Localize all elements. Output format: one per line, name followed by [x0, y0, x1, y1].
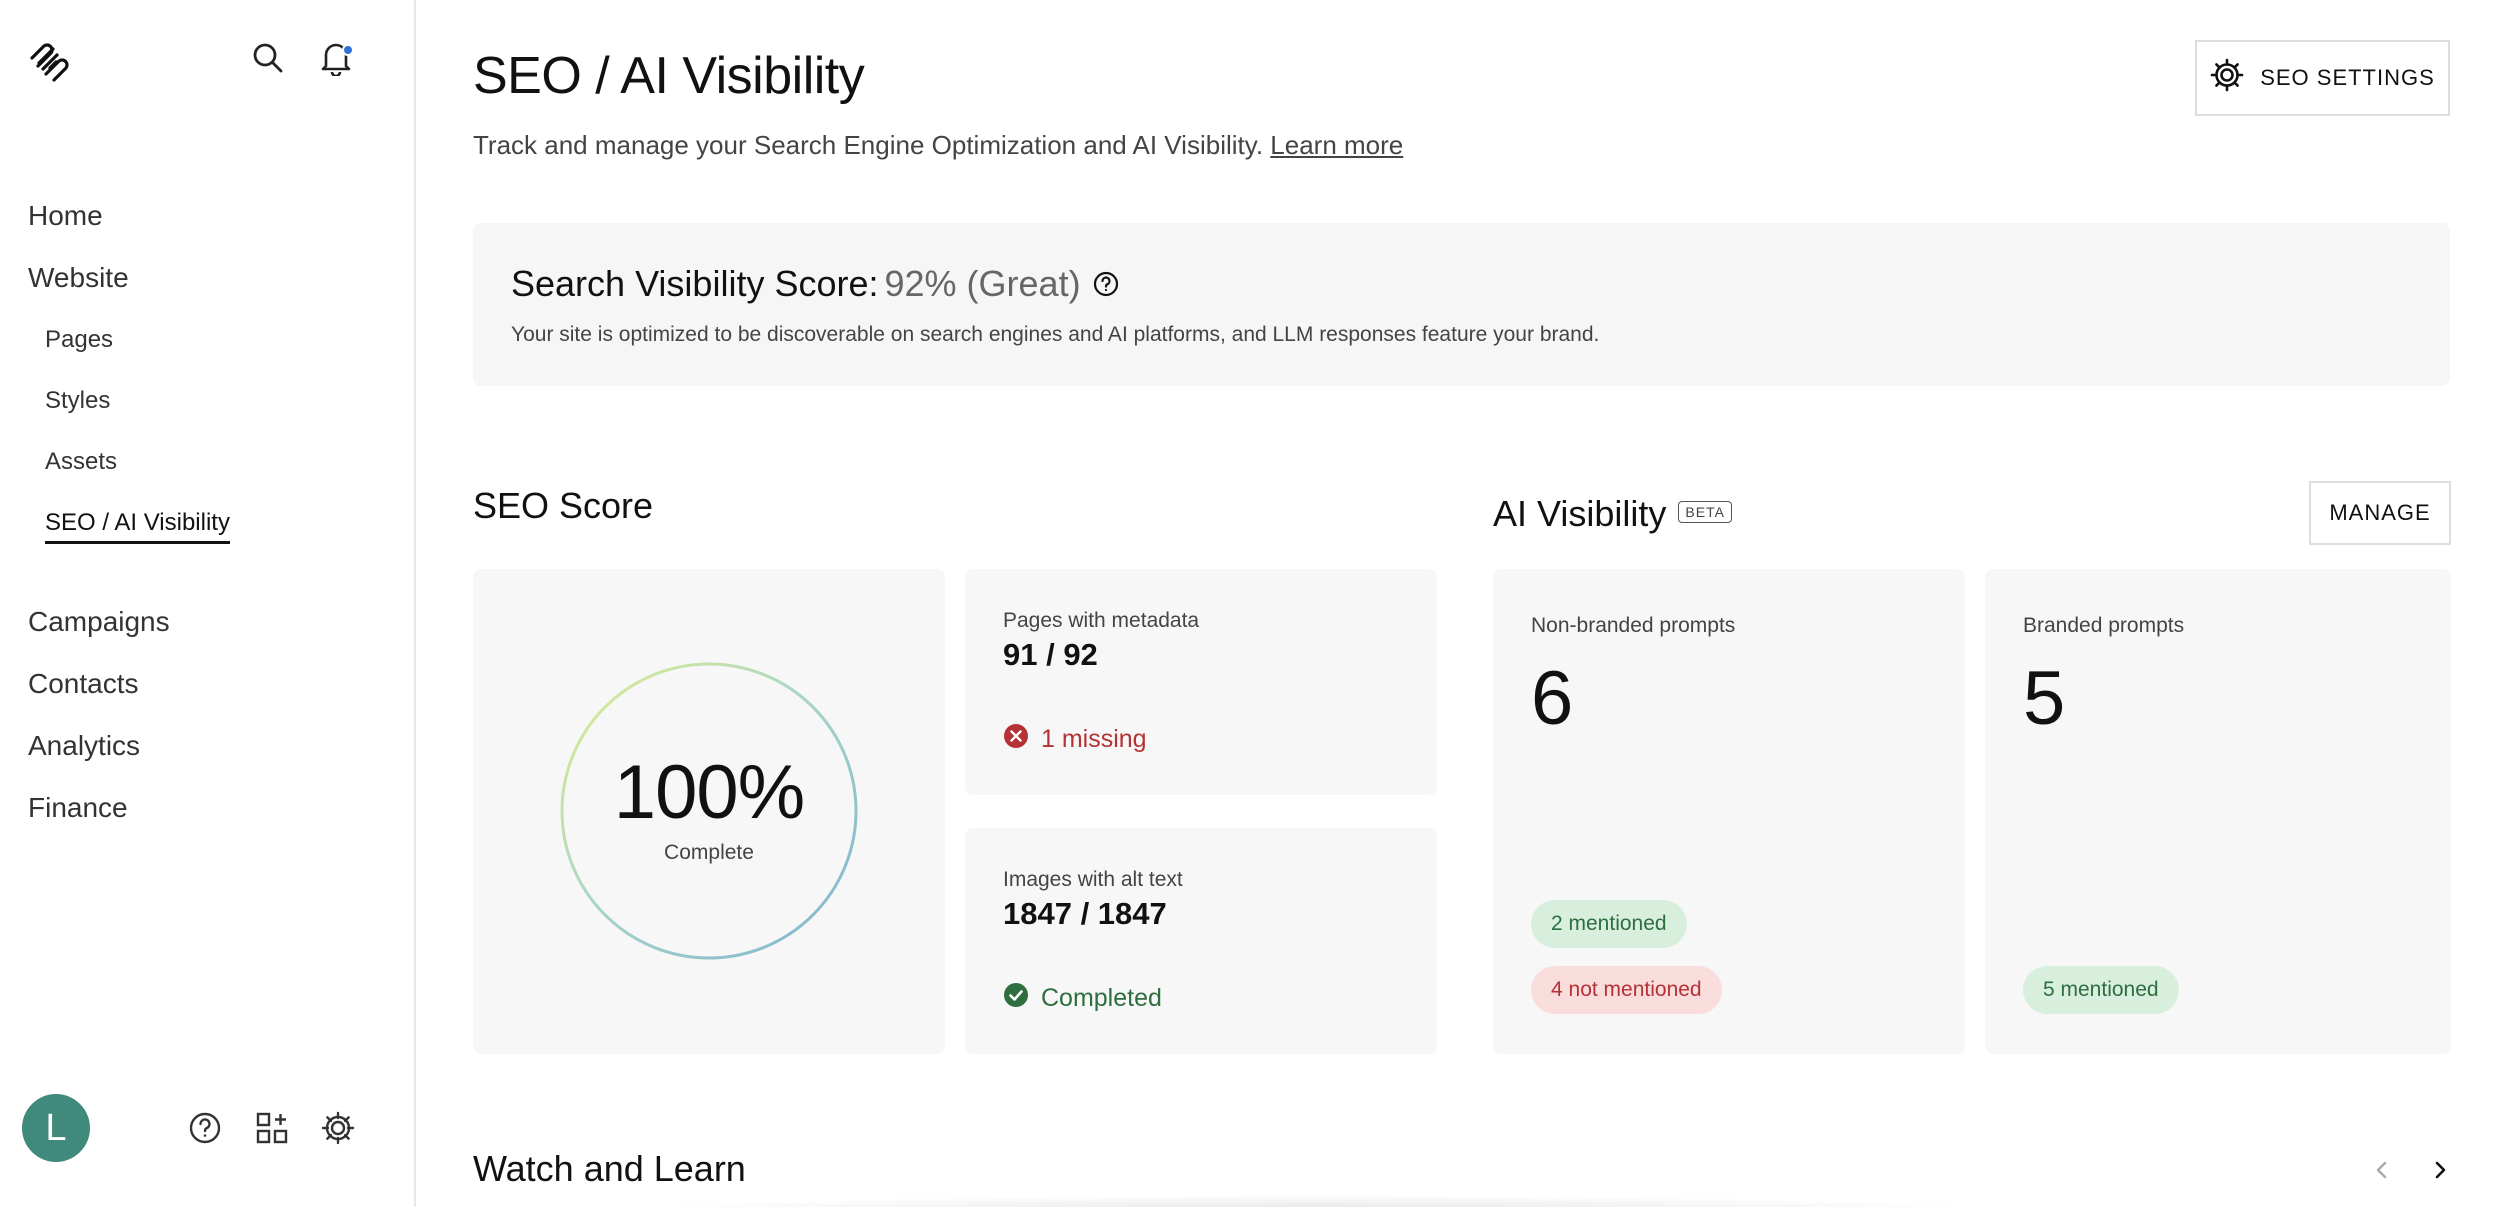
search-icon[interactable] [248, 38, 288, 78]
nav-pages[interactable]: Pages [45, 326, 114, 353]
alt-text-label: Images with alt text [1003, 868, 1183, 891]
error-circle-icon [1003, 723, 1029, 756]
non-branded-card: Non-branded prompts 6 2 mentioned 4 not … [1493, 569, 1965, 1054]
metadata-card: Pages with metadata 91 / 92 1 missing [965, 569, 1437, 795]
video-carousel-preview [616, 1195, 2016, 1207]
metadata-status-text: 1 missing [1041, 725, 1147, 753]
beta-badge: BETA [1678, 501, 1732, 524]
apps-icon[interactable] [252, 1108, 292, 1148]
visibility-score-title: Search Visibility Score: 92% (Great) [511, 263, 1119, 305]
gear-icon[interactable] [318, 1108, 358, 1148]
nav-finance[interactable]: Finance [28, 792, 128, 823]
nav-seo-ai-visibility[interactable]: SEO / AI Visibility [45, 509, 230, 544]
watch-and-learn-title: Watch and Learn [473, 1148, 746, 1189]
seo-settings-label: SEO SETTINGS [2260, 65, 2435, 90]
nav-website[interactable]: Website [28, 262, 129, 293]
branded-card: Branded prompts 5 5 mentioned [1985, 569, 2451, 1054]
nav-assets[interactable]: Assets [45, 448, 118, 475]
gear-icon [2210, 58, 2244, 98]
visibility-score-banner: Search Visibility Score: 92% (Great) You… [473, 223, 2450, 386]
branded-label: Branded prompts [2023, 614, 2185, 637]
alt-text-value: 1847 / 1847 [1003, 896, 1167, 931]
non-branded-label: Non-branded prompts [1531, 614, 1736, 637]
avatar[interactable]: L [22, 1094, 90, 1162]
ai-visibility-title: AI Visibility BETA [1493, 493, 1732, 535]
squarespace-logo-icon[interactable] [26, 38, 70, 82]
nav-campaigns[interactable]: Campaigns [28, 606, 170, 637]
alt-text-status: Completed [1003, 982, 1162, 1015]
nav-styles[interactable]: Styles [45, 387, 111, 414]
seo-score-title: SEO Score [473, 485, 654, 526]
sidebar: Home Website Pages Styles Assets SEO / A… [0, 0, 416, 1207]
branded-mentioned-pill: 5 mentioned [2023, 966, 2179, 1014]
nav-home[interactable]: Home [28, 200, 103, 231]
nav-analytics[interactable]: Analytics [28, 730, 141, 761]
page-title: SEO / AI Visibility [473, 47, 865, 105]
seo-score-card: 100% Complete [473, 569, 945, 1054]
metadata-status: 1 missing [1003, 723, 1147, 756]
seo-score-status: Complete [664, 841, 754, 864]
seo-score-percent: 100% [613, 750, 805, 835]
chevron-right-icon[interactable] [2420, 1150, 2460, 1190]
chevron-left-icon[interactable] [2362, 1150, 2402, 1190]
notification-dot [342, 44, 354, 56]
nav-contacts[interactable]: Contacts [28, 668, 139, 699]
non-branded-mentioned-pill: 2 mentioned [1531, 900, 1687, 948]
main-content: SEO / AI Visibility Track and manage you… [416, 0, 2500, 1207]
manage-button[interactable]: MANAGE [2309, 481, 2451, 545]
metadata-label: Pages with metadata [1003, 609, 1200, 632]
visibility-score-description: Your site is optimized to be discoverabl… [511, 323, 1600, 346]
visibility-score-value: 92% (Great) [884, 263, 1081, 304]
bell-icon[interactable] [316, 38, 356, 78]
branded-count: 5 [2023, 656, 2066, 741]
alt-text-status-text: Completed [1041, 984, 1162, 1012]
learn-more-link[interactable]: Learn more [1270, 130, 1404, 160]
non-branded-not-mentioned-pill: 4 not mentioned [1531, 966, 1722, 1014]
ai-visibility-heading: AI Visibility [1493, 493, 1667, 534]
help-icon[interactable] [185, 1108, 225, 1148]
page-subtitle: Track and manage your Search Engine Opti… [473, 130, 1403, 161]
seo-settings-button[interactable]: SEO SETTINGS [2195, 40, 2450, 116]
subtitle-text: Track and manage your Search Engine Opti… [473, 130, 1264, 160]
question-circle-icon[interactable] [1093, 271, 1119, 297]
visibility-score-label: Search Visibility Score: [511, 263, 879, 304]
check-circle-icon [1003, 982, 1029, 1015]
metadata-value: 91 / 92 [1003, 637, 1098, 672]
non-branded-count: 6 [1531, 656, 1574, 741]
alt-text-card: Images with alt text 1847 / 1847 Complet… [965, 828, 1437, 1054]
seo-score-ring [560, 662, 858, 960]
